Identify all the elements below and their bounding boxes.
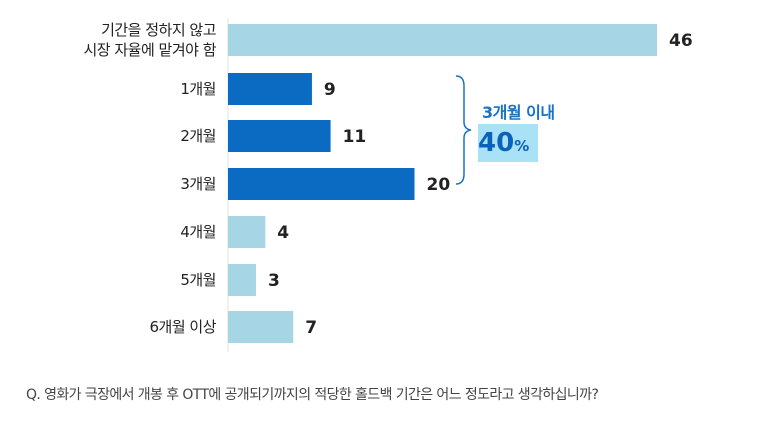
callout-value: 40 xyxy=(478,128,515,158)
bar xyxy=(228,24,657,56)
category-label: 3개월 xyxy=(180,175,216,193)
category-label: 4개월 xyxy=(180,223,216,241)
bar xyxy=(228,216,266,248)
callout-unit: % xyxy=(514,137,530,155)
bar xyxy=(228,311,294,343)
bar xyxy=(228,73,312,105)
category-label: 6개월 이상 xyxy=(149,318,216,336)
category-label: 1개월 xyxy=(180,80,216,98)
bar xyxy=(228,168,415,200)
category-label: 2개월 xyxy=(180,127,216,145)
data-label: 20 xyxy=(427,175,451,195)
category-label: 시장 자율에 맡겨야 함 xyxy=(83,41,216,59)
category-label: 5개월 xyxy=(180,271,216,289)
chart-caption: Q. 영화가 극장에서 개봉 후 OTT에 공개되기까지의 적당한 홀드백 기간… xyxy=(26,387,599,403)
category-label: 기간을 정하지 않고 xyxy=(101,21,216,39)
callout-percent: 40% xyxy=(478,124,538,162)
data-label: 9 xyxy=(324,80,336,100)
callout-label: 3개월 이내 xyxy=(482,103,555,122)
data-label: 7 xyxy=(305,318,317,338)
bracket xyxy=(455,75,472,185)
data-label: 46 xyxy=(669,31,693,51)
data-label: 11 xyxy=(343,127,367,147)
data-label: 4 xyxy=(277,223,289,243)
bar xyxy=(228,264,256,296)
bar xyxy=(228,120,331,152)
data-label: 3 xyxy=(268,271,280,291)
